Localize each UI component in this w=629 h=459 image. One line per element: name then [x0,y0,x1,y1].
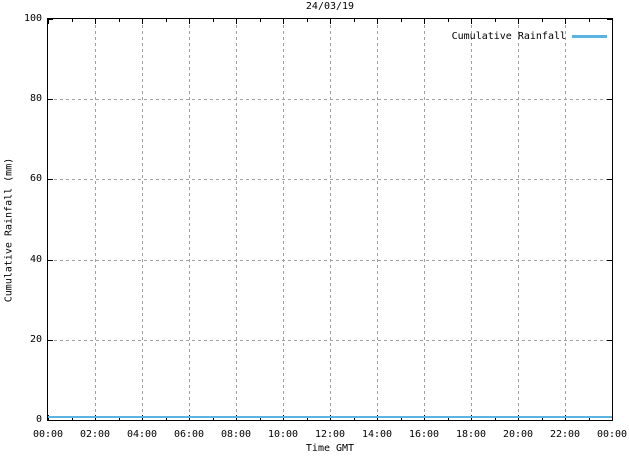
x-major-tick-top [189,19,190,24]
x-major-tick-top [612,19,613,24]
cumulative-rainfall-line [48,416,612,418]
x-minor-tick-top [494,19,496,22]
y-tick-right [607,179,612,181]
x-major-tick-top [283,19,284,24]
y-tick-right [607,339,612,341]
x-axis-label: Time GMT [305,443,355,454]
plot-area: Cumulative Rainfall [47,18,613,421]
x-tick-label: 04:00 [126,429,158,440]
x-major-tick-top [48,19,49,24]
x-tick-label: 06:00 [173,429,205,440]
y-tick-left [48,420,53,421]
y-axis-label: Cumulative Rainfall (mm) [3,157,15,303]
x-gridline [283,19,284,420]
x-minor-tick-top [353,19,355,22]
x-minor-tick-bottom [541,417,543,420]
y-tick-right [607,19,612,20]
x-tick-label: 22:00 [549,429,581,440]
x-minor-tick-top [400,19,402,22]
x-minor-tick-bottom [588,417,590,420]
x-minor-tick-bottom [306,417,308,420]
x-tick-label: 20:00 [502,429,534,440]
y-tick-label: 40 [29,253,42,265]
legend: Cumulative Rainfall [452,31,607,42]
x-minor-tick-top [71,19,73,22]
y-tick-right [607,420,612,421]
x-tick-label: 14:00 [361,429,393,440]
x-major-tick-top [518,19,519,24]
series-layer [48,19,612,420]
x-gridline [189,19,190,420]
y-tick-left [48,179,53,181]
x-major-tick-bottom [612,415,613,420]
x-major-tick-top [377,19,378,24]
x-minor-tick-bottom [259,417,261,420]
x-minor-tick-bottom [212,417,214,420]
y-tick-label: 0 [35,414,42,425]
x-minor-tick-top [588,19,590,22]
y-tick-label: 80 [29,93,42,105]
x-minor-tick-top [118,19,120,22]
x-minor-tick-bottom [494,417,496,420]
x-tick-label: 16:00 [408,429,440,440]
x-minor-tick-top [165,19,167,22]
x-tick-label: 02:00 [79,429,111,440]
x-major-tick-top [236,19,237,24]
x-minor-tick-bottom [447,417,449,420]
x-minor-tick-top [259,19,261,22]
x-minor-tick-top [212,19,214,22]
x-minor-tick-top [306,19,308,22]
y-gridline [48,179,612,181]
x-major-tick-top [424,19,425,24]
x-gridline [424,19,425,420]
y-tick-label: 100 [23,13,42,24]
x-minor-tick-bottom [71,417,73,420]
y-tick-left [48,19,53,20]
x-gridline [471,19,472,420]
x-minor-tick-top [541,19,543,22]
legend-line-sample [572,35,607,38]
x-major-tick-top [471,19,472,24]
x-minor-tick-top [447,19,449,22]
x-gridline [377,19,378,420]
x-tick-label: 08:00 [220,429,252,440]
y-gridline [48,99,612,101]
x-minor-tick-bottom [353,417,355,420]
y-gridline [48,339,612,341]
x-gridline [565,19,566,420]
x-gridline [95,19,96,420]
x-gridline [330,19,331,420]
x-major-tick-top [95,19,96,24]
x-tick-label: 00:00 [596,429,628,440]
x-major-tick-top [142,19,143,24]
y-tick-left [48,339,53,341]
y-tick-left [48,259,53,261]
x-tick-label: 10:00 [267,429,299,440]
x-minor-tick-bottom [165,417,167,420]
y-tick-right [607,259,612,261]
y-gridline [48,259,612,261]
x-minor-tick-bottom [118,417,120,420]
x-gridline [236,19,237,420]
x-tick-label: 00:00 [32,429,64,440]
x-major-tick-top [565,19,566,24]
x-tick-label: 12:00 [314,429,346,440]
legend-label: Cumulative Rainfall [451,31,566,42]
y-tick-label: 20 [29,333,42,345]
y-tick-right [607,99,612,101]
x-minor-tick-bottom [400,417,402,420]
x-gridline [142,19,143,420]
x-tick-label: 18:00 [455,429,487,440]
x-gridline [518,19,519,420]
y-tick-left [48,99,53,101]
chart-title: 24/03/19 [305,1,355,12]
x-major-tick-top [330,19,331,24]
y-tick-label: 60 [29,173,42,185]
